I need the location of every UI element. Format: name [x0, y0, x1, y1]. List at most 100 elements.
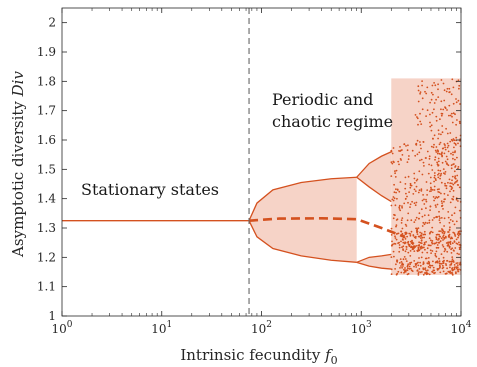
chaos-point	[448, 178, 451, 181]
chaos-point	[409, 255, 412, 257]
chaos-point	[436, 163, 439, 166]
chaos-point	[441, 161, 444, 164]
chaos-point	[401, 206, 403, 209]
chaos-point	[430, 129, 433, 132]
chaos-point	[450, 262, 453, 265]
chaos-point	[424, 233, 427, 236]
chaos-point	[413, 260, 416, 262]
chaos-point	[443, 259, 445, 262]
chaos-point	[401, 154, 404, 156]
chaos-point	[423, 241, 426, 244]
chaos-point	[439, 217, 441, 220]
chaos-point	[446, 163, 448, 166]
chaos-point	[435, 98, 437, 101]
chaos-point	[420, 256, 423, 259]
chaos-point	[393, 242, 396, 245]
chaos-point	[404, 223, 407, 226]
chaos-point	[453, 250, 455, 252]
chaos-point	[423, 165, 425, 167]
chaos-point	[430, 124, 433, 127]
chaos-point	[421, 173, 424, 176]
chaos-point	[453, 212, 456, 215]
y-tick-labels: 1 1.1 1.2 1.3 1.4 1.5 1.6 1.7 1.8 1.9 2	[37, 16, 56, 323]
chaos-point	[401, 205, 403, 208]
y-tick-label: 1.4	[37, 192, 56, 206]
chaos-point	[448, 87, 451, 90]
chaos-point	[431, 169, 434, 171]
chaos-point	[422, 221, 425, 224]
chaos-point	[454, 247, 457, 249]
chaos-point	[451, 121, 454, 124]
x-tick-exponent: 0	[67, 320, 73, 330]
chaos-point	[415, 185, 418, 188]
chaos-point	[439, 118, 441, 121]
chaos-point	[453, 170, 456, 173]
chaos-point	[427, 260, 430, 263]
chaos-point	[420, 237, 422, 240]
chaos-point	[415, 266, 418, 268]
chaos-point	[425, 241, 427, 243]
chaos-point	[420, 188, 423, 191]
chaos-point	[440, 200, 443, 203]
series-layer	[62, 151, 405, 270]
chaos-point	[448, 260, 451, 263]
chaos-point	[421, 108, 424, 111]
chaos-point	[409, 250, 412, 252]
chaos-point	[458, 246, 461, 249]
chaos-point	[429, 239, 432, 242]
chaos-point	[397, 270, 400, 273]
chaos-point	[395, 263, 397, 266]
chaos-point	[418, 217, 420, 220]
chaos-point	[440, 253, 443, 256]
chaos-point	[421, 84, 423, 87]
chaos-point	[445, 90, 448, 93]
chaos-point	[442, 262, 445, 264]
chaos-point	[426, 222, 429, 225]
chaos-point	[405, 245, 408, 248]
chaos-point	[448, 104, 451, 107]
chaos-point	[445, 155, 448, 158]
chaos-point	[458, 253, 460, 256]
chaos-point	[406, 195, 408, 198]
chaos-point	[448, 221, 451, 224]
chaos-point	[405, 248, 408, 251]
chaos-point	[438, 172, 440, 175]
chaos-point	[416, 230, 418, 233]
chaos-point	[447, 150, 450, 153]
chaos-point	[417, 264, 420, 267]
chaos-point	[419, 159, 421, 162]
chaos-point	[457, 79, 460, 82]
chaos-point	[433, 272, 435, 275]
chaos-point	[416, 139, 419, 142]
chaos-point	[449, 201, 452, 204]
chaos-point	[442, 270, 445, 273]
chaos-point	[400, 159, 402, 161]
chaos-point	[417, 261, 419, 264]
chaos-point	[423, 203, 426, 205]
chaos-point	[394, 235, 396, 238]
chaos-point	[436, 196, 439, 199]
y-axis-label-text: Asymptotic diversity	[9, 96, 27, 258]
chaos-point	[454, 113, 456, 116]
chaos-point	[452, 198, 454, 201]
y-tick-label: 1.8	[37, 74, 56, 88]
chaos-point	[443, 217, 446, 220]
chaos-point	[458, 186, 461, 189]
chaos-point	[403, 271, 405, 274]
chaos-point	[429, 121, 431, 124]
chaos-point	[419, 141, 421, 143]
chaos-point	[453, 182, 456, 185]
chaos-point	[423, 214, 426, 217]
chaos-point	[452, 231, 455, 234]
chaos-point	[452, 195, 455, 198]
chaos-point	[400, 261, 403, 263]
chaos-point	[439, 177, 441, 180]
chaos-point	[431, 241, 433, 244]
chaos-point	[457, 236, 459, 239]
chaos-point	[421, 236, 424, 239]
y-tick-label: 1.6	[37, 133, 56, 147]
chaos-point	[440, 192, 442, 195]
chaos-point	[429, 113, 431, 116]
chaos-point	[441, 232, 444, 234]
chaos-point	[415, 179, 418, 182]
